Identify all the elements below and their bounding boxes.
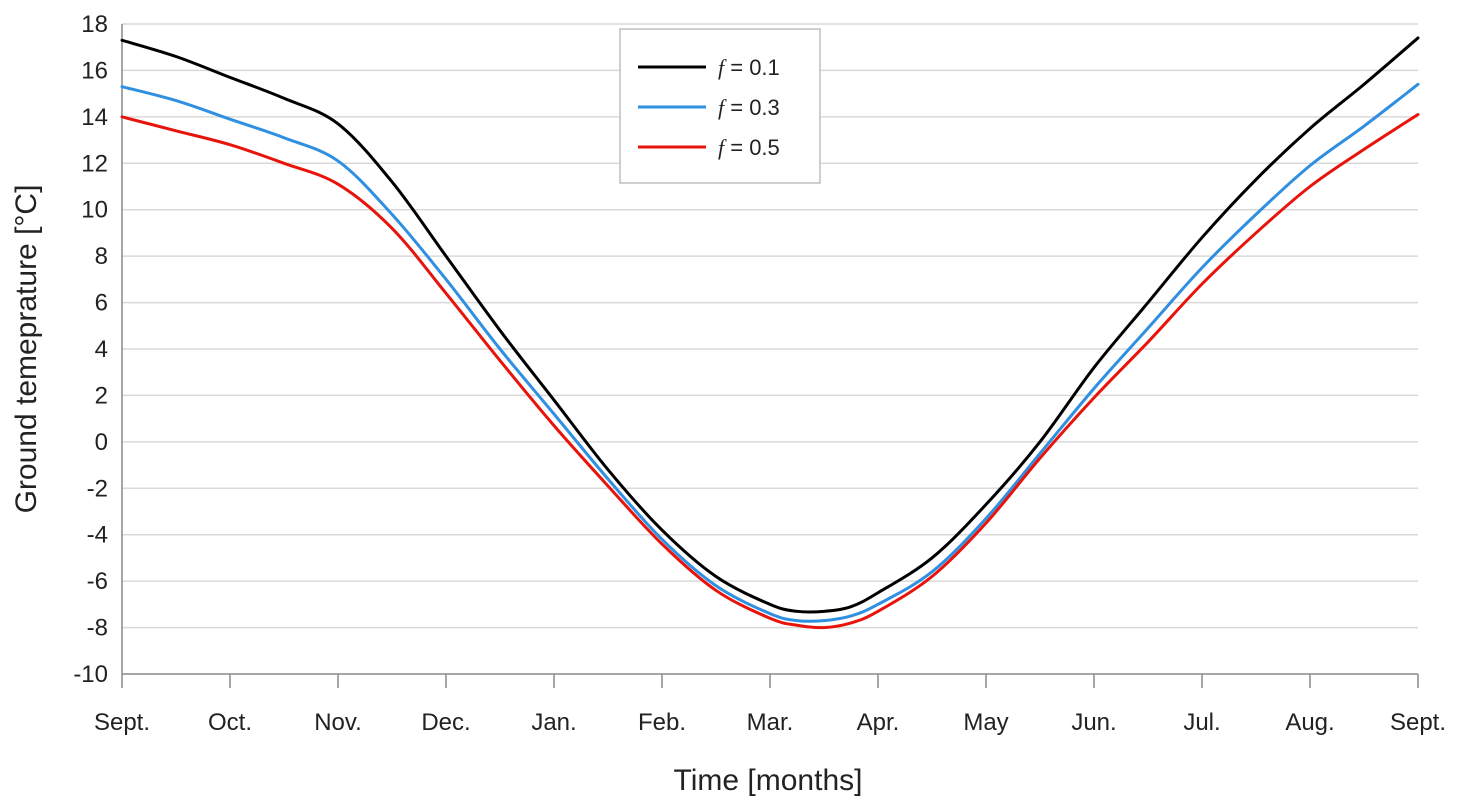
y-tick-label: 6 bbox=[95, 290, 108, 317]
y-tick-label: 16 bbox=[81, 57, 108, 84]
y-tick-label: 4 bbox=[95, 336, 108, 363]
y-tick-label: 0 bbox=[95, 429, 108, 456]
y-tick-label: 10 bbox=[81, 197, 108, 224]
y-tick-label: -8 bbox=[87, 615, 108, 642]
y-tick-label: -6 bbox=[87, 568, 108, 595]
axes bbox=[121, 24, 1419, 688]
x-tick-label: Apr. bbox=[857, 709, 900, 736]
y-tick-label: -4 bbox=[87, 522, 108, 549]
x-tick-label: Jun. bbox=[1071, 709, 1116, 736]
x-tick-labels: Sept. Oct. Nov. Dec. Jan. Feb. Mar. Apr. May Jun.… bbox=[94, 709, 1446, 736]
y-axis-title: Ground temeprature [°C] bbox=[10, 185, 43, 514]
y-tick-label: 12 bbox=[81, 150, 108, 177]
series-line-f-0-5 bbox=[120, 113, 1420, 630]
x-tick-label: Jan. bbox=[531, 709, 576, 736]
x-tick-label: Oct. bbox=[208, 709, 252, 736]
x-tick-label: Mar. bbox=[747, 709, 794, 736]
y-tick-label: 18 bbox=[81, 11, 108, 38]
x-tick-label: Feb. bbox=[638, 709, 686, 736]
series-lines bbox=[120, 36, 1420, 630]
x-tick-label: Sept. bbox=[1390, 709, 1446, 736]
x-tick-label: Jul. bbox=[1183, 709, 1220, 736]
x-tick-label: Sept. bbox=[94, 709, 150, 736]
x-tick-label: Aug. bbox=[1285, 709, 1334, 736]
series-line-f-0-3 bbox=[120, 82, 1420, 623]
x-axis-title: Time [months] bbox=[674, 764, 863, 797]
y-tick-labels: -10 -8 -6 -4 -2 0 2 4 6 8 10 12 14 16 18 bbox=[73, 11, 108, 688]
y-tick-label: 2 bbox=[95, 382, 108, 409]
y-tick-label: 14 bbox=[81, 104, 108, 131]
legend: f = 0.1 f = 0.3 f = 0.5 bbox=[619, 28, 821, 184]
legend-label: f = 0.1 bbox=[718, 55, 780, 80]
x-tick-label: May bbox=[963, 709, 1008, 736]
y-tick-label: -10 bbox=[73, 661, 108, 688]
y-tick-label: -2 bbox=[87, 475, 108, 502]
y-tick-label: 8 bbox=[95, 243, 108, 270]
series-line-f-0-1 bbox=[120, 36, 1420, 614]
legend-label: f = 0.3 bbox=[718, 95, 780, 120]
legend-label: f = 0.5 bbox=[718, 135, 780, 160]
x-tick-label: Nov. bbox=[314, 709, 362, 736]
x-tick-label: Dec. bbox=[421, 709, 470, 736]
